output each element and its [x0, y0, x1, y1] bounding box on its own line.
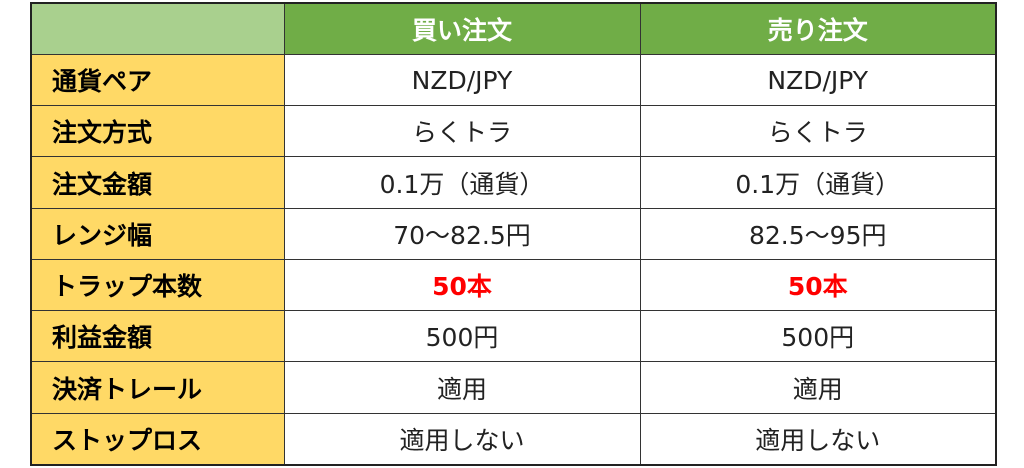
cell: 500円 — [283, 310, 641, 363]
row-label: ストップロス — [30, 412, 285, 466]
cell: 50本 — [283, 258, 641, 312]
cell: 適用 — [283, 361, 641, 414]
table-body: 通貨ペア NZD/JPY NZD/JPY 注文方式 らくトラ らくトラ 注文金額 0.1万（通… — [30, 53, 997, 466]
cell: 適用しない — [283, 412, 641, 466]
table-row: トラップ本数 50本 50本 — [30, 258, 997, 312]
table-row: 利益金額 500円 500円 — [30, 310, 997, 363]
table-row: 注文金額 0.1万（通貨） 0.1万（通貨） — [30, 156, 997, 209]
row-label: レンジ幅 — [30, 207, 285, 260]
row-label: 決済トレール — [30, 361, 285, 414]
row-label: トラップ本数 — [30, 258, 285, 312]
cell: 0.1万（通貨） — [639, 156, 997, 209]
cell: 70～82.5円 — [283, 207, 641, 260]
table-row: レンジ幅 70～82.5円 82.5～95円 — [30, 207, 997, 260]
table-row: 通貨ペア NZD/JPY NZD/JPY — [30, 53, 997, 107]
header-row: 買い注文 売り注文 — [30, 2, 997, 55]
cell: らくトラ — [283, 105, 641, 158]
order-table: 買い注文 売り注文 通貨ペア NZD/JPY NZD/JPY 注文方式 らくトラ らくトラ… — [30, 2, 997, 466]
cell: らくトラ — [639, 105, 997, 158]
row-label: 通貨ペア — [30, 53, 285, 107]
cell: 50本 — [639, 258, 997, 312]
cell: 0.1万（通貨） — [283, 156, 641, 209]
table-row: ストップロス 適用しない 適用しない — [30, 412, 997, 466]
row-label: 注文方式 — [30, 105, 285, 158]
cell: 82.5～95円 — [639, 207, 997, 260]
corner-cell — [30, 2, 285, 55]
cell: 適用 — [639, 361, 997, 414]
column-header: 買い注文 — [283, 2, 641, 55]
row-label: 注文金額 — [30, 156, 285, 209]
row-label: 利益金額 — [30, 310, 285, 363]
cell: NZD/JPY — [639, 53, 997, 107]
column-header: 売り注文 — [639, 2, 997, 55]
cell: 適用しない — [639, 412, 997, 466]
cell: 500円 — [639, 310, 997, 363]
cell: NZD/JPY — [283, 53, 641, 107]
table-row: 決済トレール 適用 適用 — [30, 361, 997, 414]
table-row: 注文方式 らくトラ らくトラ — [30, 105, 997, 158]
